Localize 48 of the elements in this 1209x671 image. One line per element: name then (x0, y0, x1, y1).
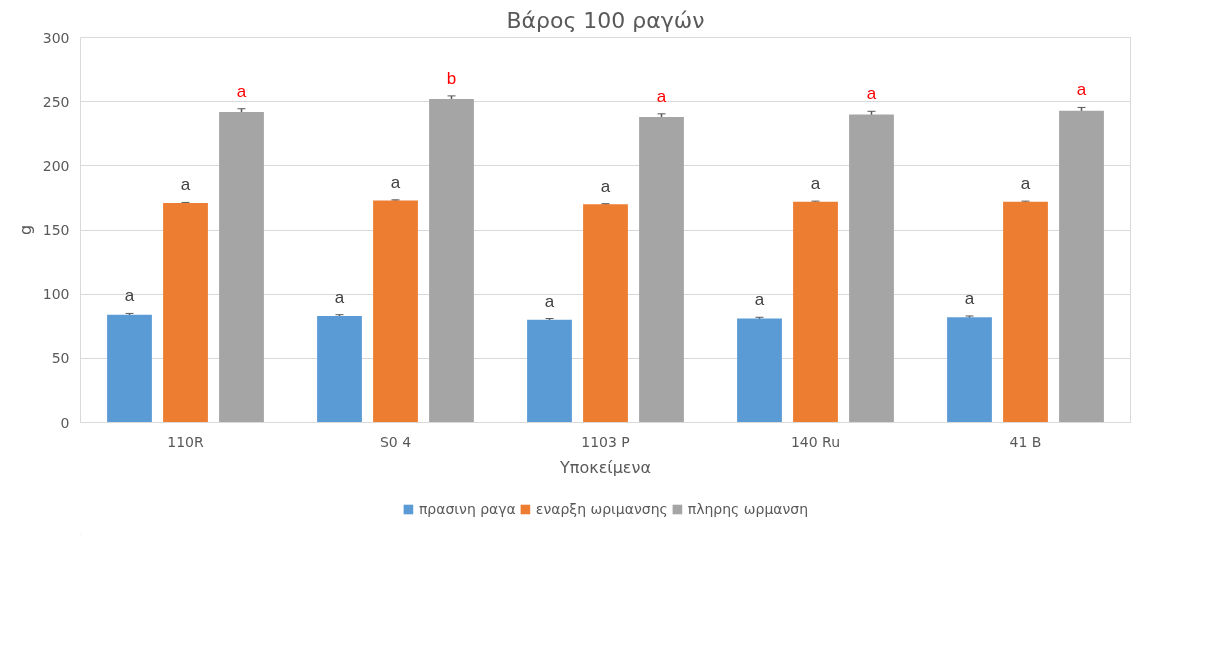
legend-label: εναρξη ωριμανσης (535, 501, 668, 517)
x-tick-label: 110R (167, 433, 204, 450)
bar (373, 200, 418, 423)
x-tick-label: 41 B (1009, 433, 1042, 450)
y-tick-label: 50 (51, 350, 70, 367)
data-label: a (866, 84, 877, 104)
bar (527, 319, 572, 423)
data-label: a (124, 286, 135, 306)
data-label: a (1076, 80, 1087, 100)
legend-label: πληρης ωρμανση (687, 501, 809, 517)
x-tick-label: 1103 P (581, 433, 630, 450)
bar (849, 114, 894, 423)
data-label: a (656, 86, 667, 106)
bar (163, 203, 208, 423)
x-axis-title: Υποκείμενα (559, 457, 651, 477)
data-label: a (544, 291, 555, 311)
bar (947, 317, 992, 423)
y-tick-label: 0 (60, 414, 70, 431)
chart-title: Βάρος 100 ραγών (506, 7, 705, 33)
data-label: a (334, 287, 345, 307)
data-label: a (600, 176, 611, 196)
x-tick-label: S0 4 (379, 433, 412, 450)
bar (793, 201, 838, 423)
y-tick-label: 300 (42, 29, 70, 46)
bar (583, 204, 628, 423)
data-label: a (810, 174, 821, 194)
y-tick-label: 200 (42, 157, 70, 174)
bar (737, 318, 782, 423)
bar (107, 314, 152, 423)
legend-label: πρασινη ραγα (418, 501, 516, 517)
bar (317, 315, 362, 423)
data-label: a (964, 288, 975, 308)
bar (219, 111, 264, 423)
data-label: a (180, 175, 191, 195)
bar (429, 99, 474, 423)
bar (639, 117, 684, 423)
y-tick-label: 100 (42, 286, 70, 303)
data-label: b (446, 68, 457, 88)
x-tick-label: 140 Ru (790, 433, 841, 450)
y-tick-label: 150 (42, 222, 70, 238)
y-axis-title: g (15, 224, 35, 236)
data-label: a (390, 172, 401, 192)
bar (1059, 110, 1104, 423)
bar (1003, 201, 1048, 423)
data-label: a (236, 81, 247, 101)
data-label: a (754, 290, 765, 310)
y-tick-label: 250 (42, 93, 70, 110)
data-label: a (1020, 174, 1031, 194)
